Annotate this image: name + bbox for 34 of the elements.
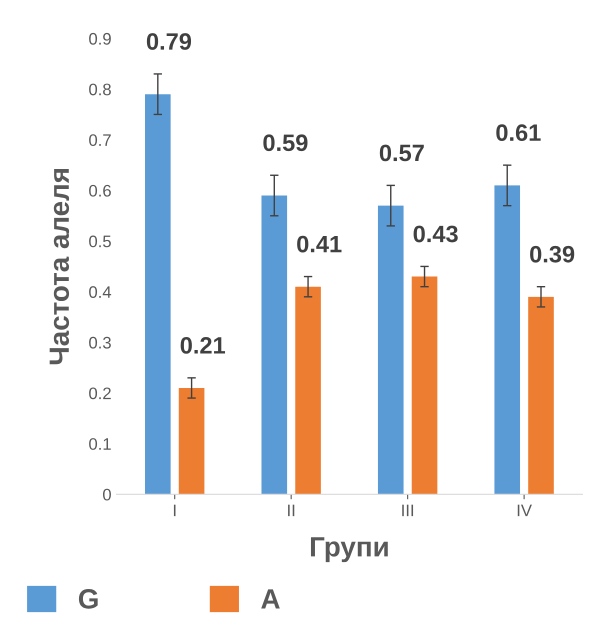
data-label: 0.59 bbox=[263, 134, 308, 152]
y-tick-label: 0.1 bbox=[89, 438, 111, 450]
bar bbox=[412, 276, 438, 494]
y-tick-label: 0.7 bbox=[89, 134, 111, 146]
y-tick-label: 0.5 bbox=[89, 236, 111, 248]
data-label: 0.61 bbox=[496, 124, 541, 142]
y-tick-label: 0.4 bbox=[89, 286, 112, 298]
x-tick-label: II bbox=[288, 504, 294, 516]
data-label: 0.79 bbox=[146, 33, 192, 50]
data-label: 0.57 bbox=[380, 144, 424, 162]
y-axis-title: Частота алеля bbox=[50, 169, 70, 364]
x-tick-label: IV bbox=[518, 504, 532, 516]
y-tick-label: 0.6 bbox=[89, 184, 111, 197]
y-tick-label: 0.2 bbox=[89, 387, 111, 400]
bar bbox=[528, 296, 554, 494]
legend-label: A bbox=[261, 589, 280, 608]
data-label: 0.21 bbox=[180, 337, 226, 354]
y-tick-label: 0.9 bbox=[89, 32, 111, 45]
bar bbox=[145, 94, 171, 494]
bar bbox=[261, 196, 288, 494]
data-label: 0.43 bbox=[414, 226, 458, 242]
bar bbox=[494, 185, 520, 494]
y-tick-label: 0.3 bbox=[89, 336, 111, 349]
x-tick-label: I bbox=[174, 504, 176, 516]
bar bbox=[295, 286, 321, 494]
data-label: 0.39 bbox=[530, 246, 574, 263]
y-tick-label: 0.8 bbox=[89, 84, 111, 96]
x-tick-label: III bbox=[402, 504, 414, 516]
legend-label: G bbox=[78, 589, 98, 609]
bar bbox=[378, 206, 404, 494]
y-tick-label: 0 bbox=[102, 488, 111, 501]
x-axis-title: Групи bbox=[310, 537, 388, 562]
bar bbox=[178, 388, 204, 494]
data-label: 0.41 bbox=[297, 236, 342, 252]
